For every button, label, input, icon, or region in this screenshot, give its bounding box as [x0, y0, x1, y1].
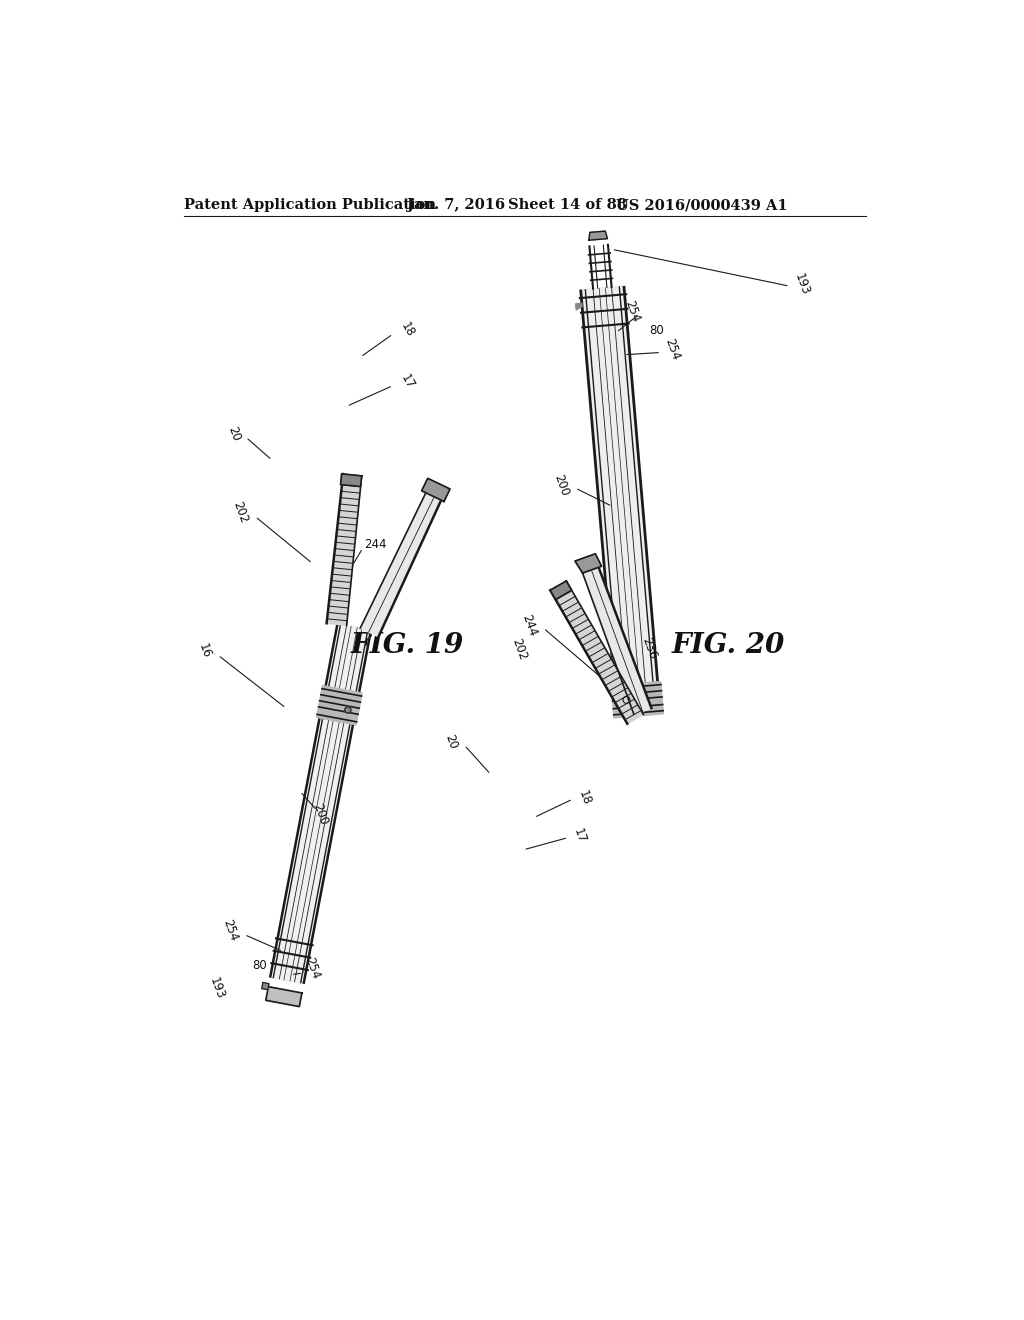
Circle shape	[623, 697, 630, 704]
Polygon shape	[327, 474, 361, 626]
Text: 200: 200	[310, 801, 330, 828]
Text: 254: 254	[302, 956, 323, 981]
Text: 244: 244	[519, 612, 539, 638]
Text: 193: 193	[207, 975, 227, 1001]
Circle shape	[345, 708, 351, 713]
Text: 244: 244	[365, 539, 387, 552]
Polygon shape	[422, 478, 450, 502]
Polygon shape	[583, 286, 658, 709]
Polygon shape	[583, 568, 651, 714]
Polygon shape	[360, 492, 441, 636]
Text: FIG. 20: FIG. 20	[671, 631, 784, 659]
Polygon shape	[611, 681, 664, 718]
Polygon shape	[550, 581, 643, 723]
Text: 20: 20	[442, 733, 460, 751]
Polygon shape	[341, 474, 361, 487]
Polygon shape	[262, 982, 269, 990]
Text: 202: 202	[230, 500, 251, 525]
Text: 18: 18	[397, 319, 417, 339]
Text: 200: 200	[552, 473, 571, 499]
Text: 202: 202	[510, 638, 529, 663]
Text: 254: 254	[220, 917, 241, 944]
Polygon shape	[589, 231, 607, 240]
Polygon shape	[316, 685, 362, 725]
Polygon shape	[574, 554, 601, 573]
Text: Jan. 7, 2016: Jan. 7, 2016	[407, 198, 505, 213]
Text: 193: 193	[793, 272, 812, 297]
Polygon shape	[266, 986, 302, 1007]
Text: 20: 20	[225, 425, 243, 444]
Polygon shape	[575, 304, 582, 310]
Text: 16: 16	[196, 642, 213, 660]
Text: 254: 254	[663, 337, 683, 362]
Text: 80: 80	[649, 325, 664, 338]
Text: 236: 236	[640, 635, 659, 661]
Text: Patent Application Publication: Patent Application Publication	[183, 198, 436, 213]
Polygon shape	[271, 623, 370, 983]
Text: 17: 17	[571, 826, 589, 845]
Text: 17: 17	[397, 372, 417, 392]
Text: 18: 18	[575, 788, 593, 807]
Text: FIG. 19: FIG. 19	[350, 631, 464, 659]
Text: 80: 80	[252, 960, 267, 973]
Text: US 2016/0000439 A1: US 2016/0000439 A1	[616, 198, 787, 213]
Text: 254: 254	[622, 298, 642, 323]
Text: Sheet 14 of 88: Sheet 14 of 88	[508, 198, 627, 213]
Polygon shape	[550, 581, 571, 599]
